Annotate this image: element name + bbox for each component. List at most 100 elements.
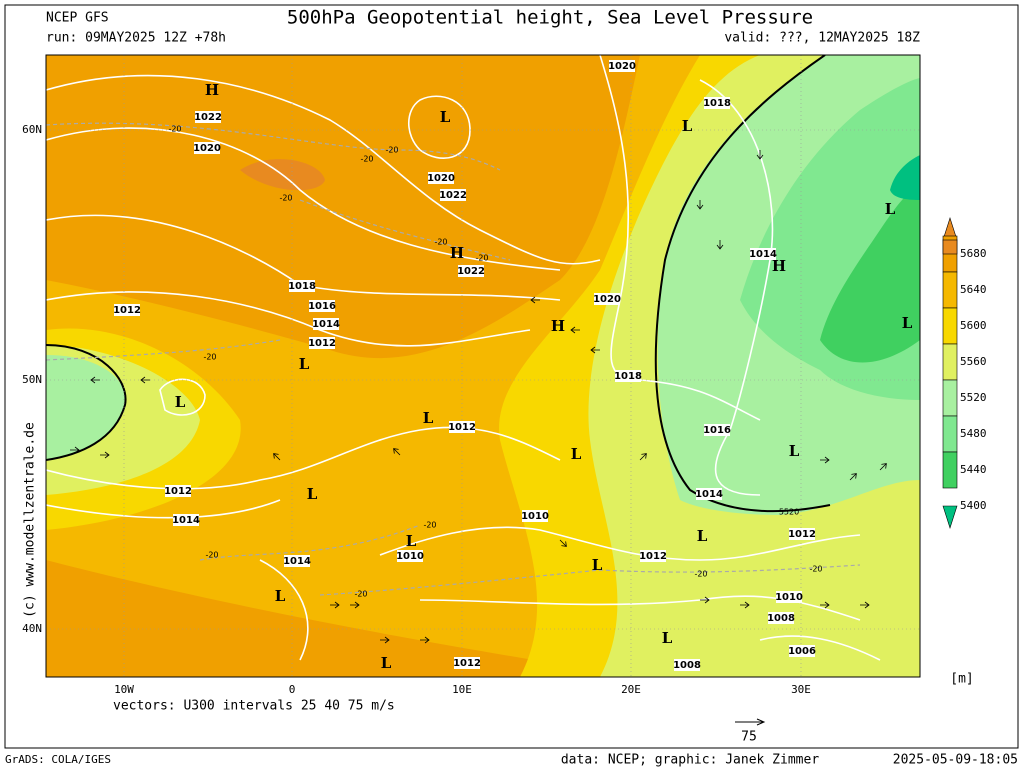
height-label: -20 bbox=[434, 238, 447, 247]
wind-vector bbox=[756, 150, 764, 160]
isobar bbox=[159, 378, 206, 416]
footer-right: 2025-05-09-18:05 bbox=[893, 753, 1018, 768]
isobar-label-bg bbox=[284, 555, 310, 567]
isobar bbox=[759, 635, 881, 661]
isobar-label-bg bbox=[522, 510, 548, 522]
colorbar-band bbox=[942, 239, 958, 255]
run-info: run: 09MAY2025 12Z +78h bbox=[46, 31, 226, 46]
wind-vector bbox=[590, 346, 600, 354]
colorbar-band bbox=[942, 307, 958, 345]
isobar-label: 1012 bbox=[113, 305, 141, 316]
pressure-center: L bbox=[307, 485, 318, 503]
pressure-center: L bbox=[440, 108, 451, 126]
footer-center: data: NCEP; graphic: Janek Zimmer bbox=[561, 753, 819, 768]
isobar-label: 1016 bbox=[308, 301, 336, 312]
wind-vector bbox=[820, 456, 830, 464]
wind-vector bbox=[696, 200, 704, 210]
colorbar-label: 5520 bbox=[960, 391, 987, 404]
height-label: -20 bbox=[385, 146, 398, 155]
pressure-center: L bbox=[697, 527, 708, 545]
isobar-label: 1012 bbox=[788, 529, 816, 540]
pressure-center: L bbox=[592, 556, 603, 574]
map-border bbox=[45, 54, 921, 678]
colorbar-label: 5640 bbox=[960, 283, 987, 296]
isobar-label: 1020 bbox=[427, 173, 455, 184]
band-5640-south bbox=[46, 560, 640, 677]
wind-vector bbox=[530, 296, 540, 304]
isobar bbox=[46, 426, 561, 490]
isobar-label-bg bbox=[594, 293, 620, 305]
pressure-center: H bbox=[450, 244, 464, 262]
isobar-label-bg bbox=[458, 265, 484, 277]
isobar-label: 1014 bbox=[695, 489, 723, 500]
band-5400 bbox=[820, 185, 920, 363]
isobar-label-bg bbox=[454, 657, 480, 669]
isobar-label-bg bbox=[428, 172, 454, 184]
isobar bbox=[46, 74, 601, 265]
isobar-label-bg bbox=[615, 370, 641, 382]
colorbar-band bbox=[942, 451, 958, 489]
wind-vector bbox=[140, 376, 150, 384]
height-label: -20 bbox=[360, 155, 373, 164]
lon-label: 10E bbox=[452, 683, 472, 696]
pressure-center: L bbox=[571, 445, 582, 463]
lon-label: 30E bbox=[791, 683, 811, 696]
lon-label: 0 bbox=[289, 683, 296, 696]
map-title: 500hPa Geopotential height, Sea Level Pr… bbox=[287, 7, 813, 29]
isobar-label-bg bbox=[397, 550, 423, 562]
wind-vector bbox=[716, 240, 724, 250]
pressure-center: H bbox=[772, 257, 786, 275]
pressure-center: L bbox=[885, 200, 896, 218]
dashed-contour bbox=[46, 122, 501, 171]
isobar bbox=[699, 79, 774, 496]
height-label: -20 bbox=[694, 570, 707, 579]
isobar-label: 1014 bbox=[283, 556, 311, 567]
valid-info: valid: ???, 12MAY2025 18Z bbox=[724, 31, 920, 46]
pressure-center: L bbox=[423, 409, 434, 427]
colorbar-band bbox=[942, 379, 958, 417]
lat-label: 50N bbox=[22, 373, 42, 386]
lon-label: 10W bbox=[114, 683, 134, 696]
isobar-label: 1022 bbox=[194, 112, 222, 123]
isobar bbox=[259, 559, 309, 661]
wind-vector bbox=[740, 601, 750, 609]
dashed-contour bbox=[46, 339, 281, 361]
wind-vector bbox=[849, 473, 857, 481]
isobar-label-bg bbox=[165, 485, 191, 497]
colorbar-label: 5400 bbox=[960, 499, 987, 512]
isobar-label: 1012 bbox=[448, 422, 476, 433]
pressure-center: L bbox=[662, 629, 673, 647]
wind-vector bbox=[559, 539, 567, 547]
isobar-label-bg bbox=[696, 488, 722, 500]
wind-vector bbox=[70, 446, 80, 454]
height-label: -20 bbox=[205, 551, 218, 560]
height-label: 5520 bbox=[779, 508, 799, 517]
isobar bbox=[46, 127, 561, 271]
map-field bbox=[46, 55, 920, 677]
isobar-label: 1022 bbox=[457, 266, 485, 277]
lon-label: 20E bbox=[621, 683, 641, 696]
isobar-label: 1018 bbox=[703, 98, 731, 109]
isobar-label: 1014 bbox=[312, 319, 340, 330]
isobar-label-bg bbox=[195, 111, 221, 123]
isobar bbox=[599, 55, 761, 421]
isobar-label-bg bbox=[114, 304, 140, 316]
dashed-contour bbox=[199, 524, 421, 561]
height-dashes bbox=[46, 122, 861, 596]
isobar-label: 1014 bbox=[172, 515, 200, 526]
pressure-center: L bbox=[275, 587, 286, 605]
isobar-label: 1008 bbox=[767, 613, 795, 624]
isobar-label-bg bbox=[313, 318, 339, 330]
isobar-label: 1014 bbox=[749, 249, 777, 260]
wind-vector bbox=[273, 453, 281, 461]
wind-vector bbox=[860, 601, 870, 609]
isobar-label: 1022 bbox=[439, 190, 467, 201]
dashed-contour bbox=[299, 199, 511, 261]
isobar-label: 1006 bbox=[788, 646, 816, 657]
isobar-label-bg bbox=[289, 280, 315, 292]
isobar-label: 1020 bbox=[593, 294, 621, 305]
pressure-center: L bbox=[406, 532, 417, 550]
isobar-label-bg bbox=[674, 659, 700, 671]
isobar-label-bg bbox=[640, 550, 666, 562]
